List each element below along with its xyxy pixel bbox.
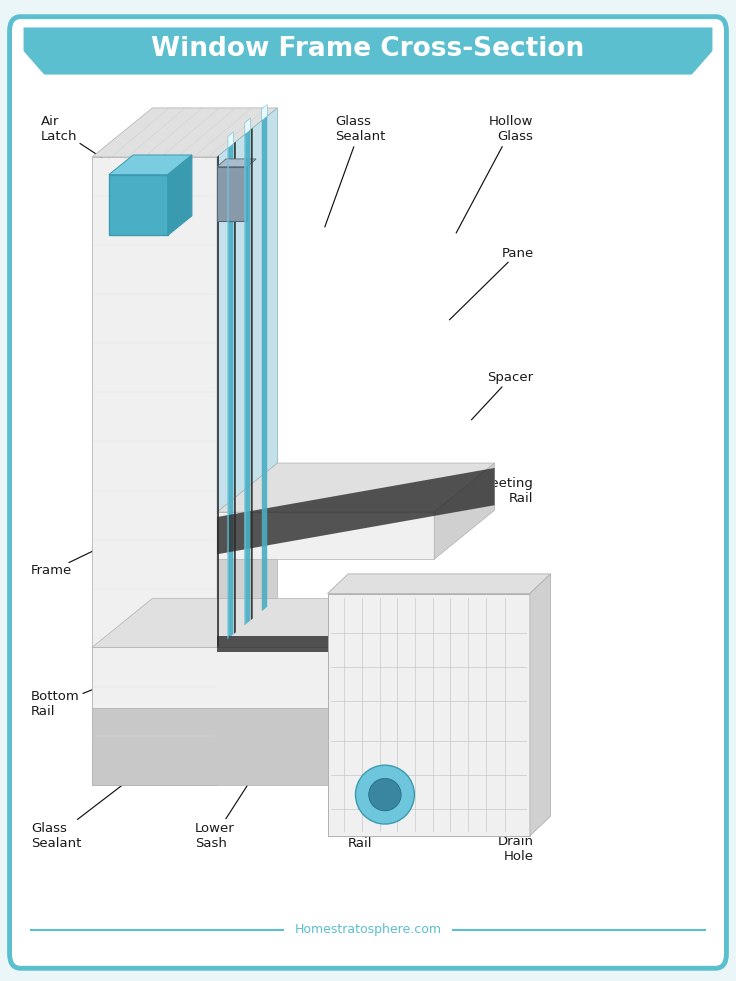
FancyBboxPatch shape	[10, 17, 726, 968]
Text: Pulley: Pulley	[494, 599, 534, 618]
Polygon shape	[104, 157, 108, 785]
Polygon shape	[228, 131, 233, 148]
Polygon shape	[92, 157, 217, 785]
Polygon shape	[24, 27, 712, 75]
Polygon shape	[328, 574, 551, 594]
Polygon shape	[109, 175, 168, 235]
Polygon shape	[116, 157, 120, 785]
Polygon shape	[228, 144, 233, 639]
Text: Drain
Hole: Drain Hole	[444, 799, 534, 862]
Text: Air
Latch: Air Latch	[40, 116, 158, 194]
Polygon shape	[434, 659, 495, 785]
Polygon shape	[244, 133, 246, 626]
Polygon shape	[434, 598, 495, 708]
Polygon shape	[121, 157, 126, 785]
Polygon shape	[98, 157, 102, 785]
Polygon shape	[127, 157, 132, 785]
Polygon shape	[217, 108, 277, 785]
Text: Spacer: Spacer	[472, 371, 534, 420]
Polygon shape	[92, 157, 96, 785]
Text: Sloped
Sill: Sloped Sill	[486, 714, 534, 742]
Polygon shape	[217, 159, 256, 167]
Polygon shape	[262, 116, 267, 611]
Text: Hollow
Glass: Hollow Glass	[456, 116, 534, 232]
Text: Homestratosphere.com: Homestratosphere.com	[294, 923, 442, 937]
Text: Glass
Sealant: Glass Sealant	[31, 769, 144, 850]
Polygon shape	[217, 155, 219, 647]
Text: Glass
Sealant: Glass Sealant	[325, 116, 385, 227]
Polygon shape	[92, 659, 495, 708]
Ellipse shape	[355, 765, 414, 824]
Polygon shape	[434, 594, 530, 785]
Polygon shape	[217, 468, 495, 554]
Text: Meeting
Rail: Meeting Rail	[455, 477, 534, 526]
Text: Pane: Pane	[450, 246, 534, 320]
Polygon shape	[234, 142, 236, 634]
Polygon shape	[92, 108, 277, 157]
Polygon shape	[92, 598, 495, 647]
Polygon shape	[92, 708, 434, 785]
Polygon shape	[217, 463, 495, 512]
Polygon shape	[217, 636, 434, 652]
Polygon shape	[217, 167, 247, 221]
Text: Aluminum
Bracket: Aluminum Bracket	[197, 116, 265, 211]
Text: Lower
Sash: Lower Sash	[195, 769, 258, 850]
Polygon shape	[328, 594, 530, 836]
Ellipse shape	[369, 779, 401, 810]
Polygon shape	[92, 647, 434, 708]
Text: Bottom
Rail: Bottom Rail	[31, 666, 152, 718]
Polygon shape	[245, 129, 250, 625]
Polygon shape	[217, 108, 277, 512]
Polygon shape	[227, 147, 229, 640]
Polygon shape	[262, 104, 267, 121]
Polygon shape	[245, 118, 250, 134]
Polygon shape	[530, 574, 551, 836]
Text: Window Frame Cross-Section: Window Frame Cross-Section	[152, 36, 584, 62]
Polygon shape	[434, 463, 495, 559]
Text: Frame: Frame	[31, 529, 139, 578]
Text: Lift
Rail: Lift Rail	[347, 770, 372, 850]
Polygon shape	[251, 129, 252, 620]
Polygon shape	[168, 155, 192, 235]
Polygon shape	[217, 463, 495, 512]
Polygon shape	[217, 512, 434, 559]
Polygon shape	[109, 155, 192, 175]
Polygon shape	[110, 157, 114, 785]
